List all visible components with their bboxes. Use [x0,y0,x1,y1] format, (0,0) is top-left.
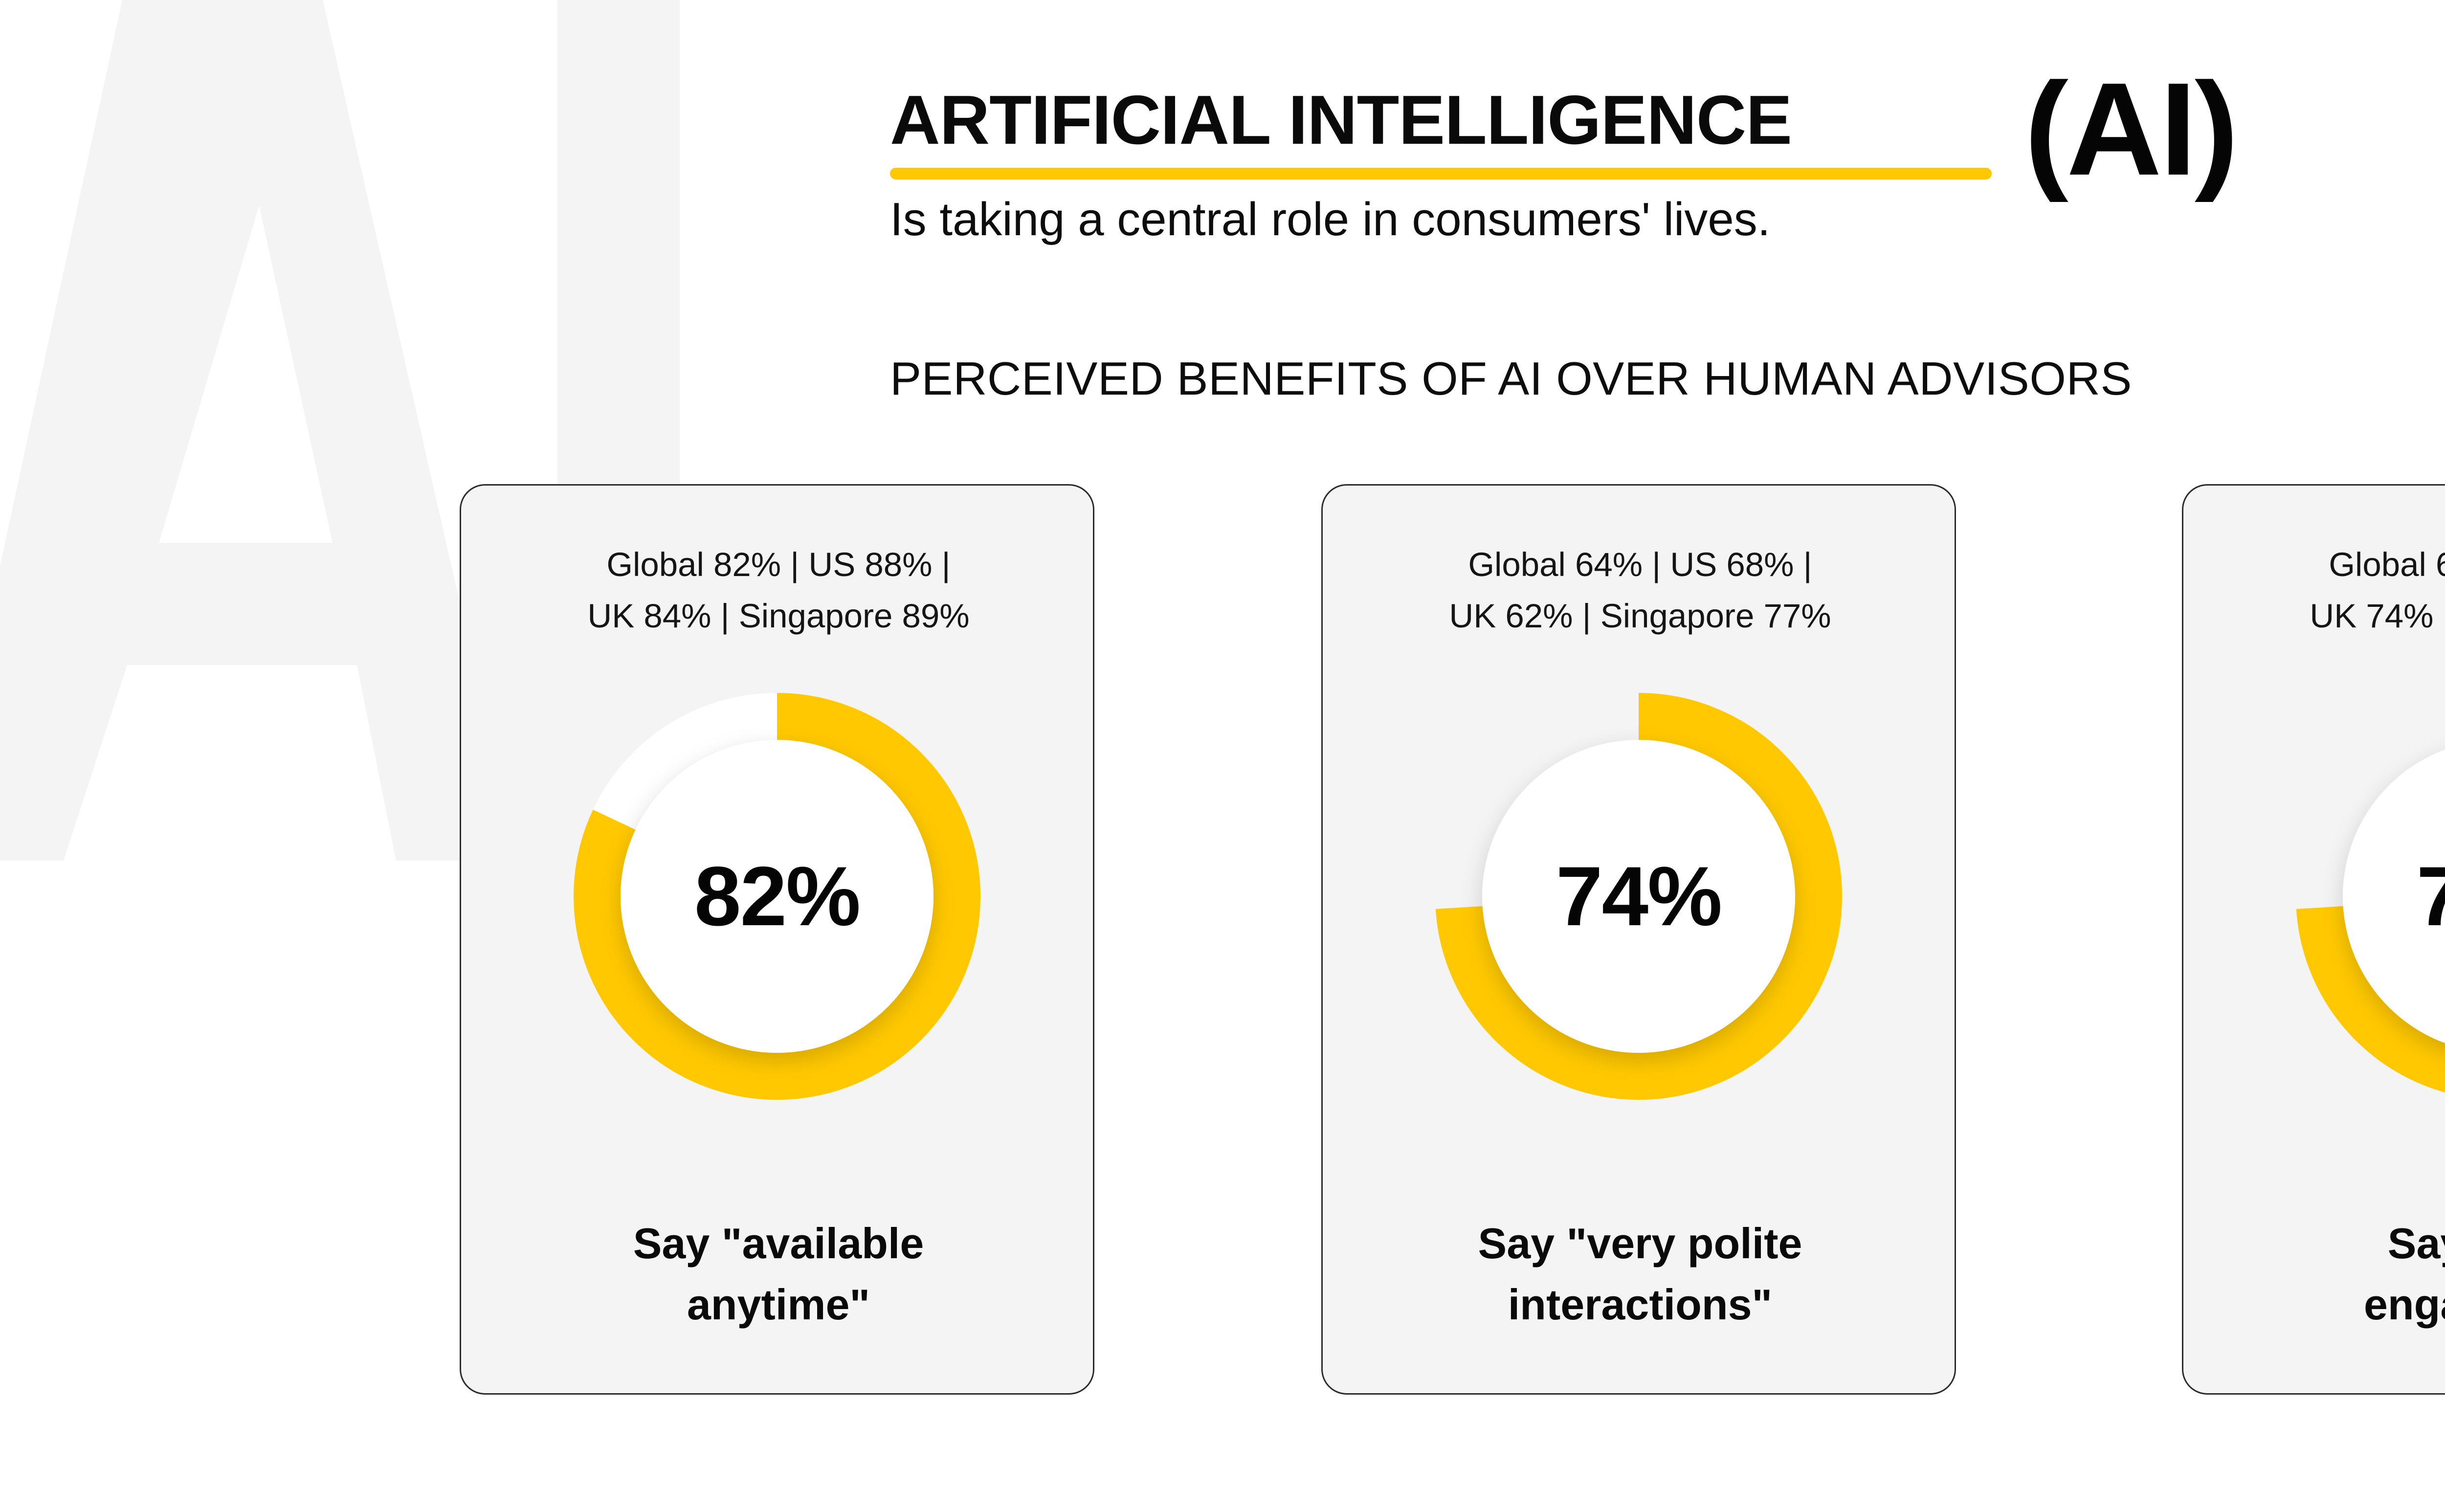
regional-breakdown-line: UK 84% | Singapore 89% [587,597,970,635]
donut-chart: 74% [1423,681,1854,1112]
page-subtitle: Is taking a central role in consumers' l… [890,193,1771,245]
regional-breakdown-line: Global 64% | US 68% | [1468,546,1812,583]
ai-abbreviation: (AI) [2024,56,2239,203]
stat-card-caption: Say "available anytime" [489,1213,1068,1335]
donut-value-label: 74% [2416,849,2445,943]
regional-breakdown-line: Global 82% | US 88% | [606,546,951,583]
donut-chart: 74% [2284,681,2445,1112]
title-underline-bar [890,168,1992,179]
donut-chart: 82% [562,681,992,1112]
stat-card-caption-line: engagement" [2363,1280,2445,1329]
title-block: ARTIFICIAL INTELLIGENCE Is taking a cent… [890,86,2059,245]
regional-breakdown-line: UK 74% | Singapore 76% [2310,597,2445,635]
stat-card-caption-line: anytime" [687,1280,870,1329]
section-heading: PERCEIVED BENEFITS OF AI OVER HUMAN ADVI… [890,353,2132,405]
stat-card: Global 82% | US 88% | UK 84% | Singapore… [460,484,1094,1395]
regional-breakdown: Global 64% | US 68% | UK 62% | Singapore… [1350,539,1930,642]
regional-breakdown-line: Global 68% | US 70% | [2329,546,2445,583]
regional-breakdown-line: UK 62% | Singapore 77% [1449,597,1831,635]
stat-card: Global 68% | US 70% | UK 74% | Singapore… [2182,484,2445,1395]
stat-card-caption-line: Say "very polite [1478,1219,1802,1268]
donut-value-label: 74% [1556,849,1722,943]
stat-card-caption: Say "faster engagement" [2211,1213,2445,1335]
page-title: ARTIFICIAL INTELLIGENCE [890,81,1792,159]
regional-breakdown: Global 68% | US 70% | UK 74% | Singapore… [2211,539,2445,642]
stat-card-caption-line: interactions" [1508,1280,1773,1329]
stat-card-caption-line: Say "faster [2387,1219,2445,1268]
regional-breakdown: Global 82% | US 88% | UK 84% | Singapore… [489,539,1068,642]
stat-card: Global 64% | US 68% | UK 62% | Singapore… [1321,484,1956,1395]
stat-card-row: Global 82% | US 88% | UK 84% | Singapore… [0,484,2445,1403]
donut-value-label: 82% [694,849,861,943]
stat-card-caption: Say "very polite interactions" [1350,1213,1930,1335]
stat-card-caption-line: Say "available [633,1219,924,1268]
